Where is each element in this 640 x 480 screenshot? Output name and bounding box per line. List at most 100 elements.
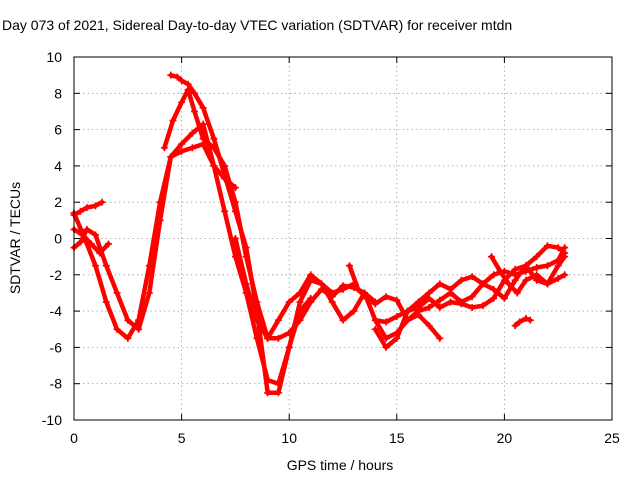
data-point [457, 276, 465, 284]
data-point [79, 231, 87, 239]
y-tick-label: -4 [50, 303, 63, 319]
data-point [345, 262, 353, 270]
data-point [264, 389, 272, 397]
data-point [76, 238, 84, 246]
data-point [436, 334, 444, 342]
data-point [231, 198, 239, 206]
data-point [522, 314, 530, 322]
data-point [145, 289, 153, 297]
data-point [104, 240, 112, 248]
data-point [191, 89, 199, 97]
y-tick-label: 0 [54, 231, 62, 247]
data-point [113, 289, 121, 297]
data-point [382, 343, 390, 351]
data-point [231, 235, 239, 242]
data-point [178, 140, 186, 148]
data-point [92, 202, 100, 210]
y-tick-label: 10 [46, 49, 62, 65]
data-point [554, 262, 562, 270]
data-point [242, 253, 250, 261]
data-point [317, 285, 325, 293]
data-point [490, 285, 498, 293]
data-point [173, 73, 181, 81]
data-point [371, 325, 379, 333]
y-tick-label: -2 [50, 267, 63, 283]
x-tick-label: 5 [178, 430, 186, 446]
data-point [339, 282, 347, 290]
y-tick-label: 8 [54, 85, 62, 101]
data-series [70, 71, 569, 397]
data-point [515, 318, 523, 326]
series-line-pass-3 [71, 121, 313, 386]
y-tick-label: 6 [54, 122, 62, 138]
data-point [169, 117, 177, 125]
data-point [513, 289, 521, 297]
data-point [113, 325, 121, 333]
x-axis-title: GPS time / hours [287, 457, 394, 473]
series-line-pass-6 [233, 236, 443, 341]
data-point [404, 307, 412, 315]
data-point [393, 296, 401, 304]
data-point [296, 298, 304, 306]
data-point [188, 129, 196, 137]
data-point [242, 280, 250, 288]
data-point [210, 162, 218, 170]
data-point [350, 307, 358, 315]
data-point [468, 273, 476, 281]
data-point [496, 267, 504, 275]
data-point [479, 302, 487, 310]
data-point [253, 316, 261, 324]
x-tick-label: 10 [281, 430, 297, 446]
data-point [124, 316, 132, 324]
x-tick-label: 25 [604, 430, 620, 446]
data-point [339, 316, 347, 324]
data-point [468, 303, 476, 311]
data-point [414, 303, 422, 311]
data-point [468, 293, 476, 301]
data-point [96, 249, 104, 257]
data-point [533, 264, 541, 272]
data-point [354, 285, 362, 293]
data-point [285, 298, 293, 306]
data-point [533, 271, 541, 279]
data-point [285, 343, 293, 351]
data-point [178, 77, 186, 85]
axis-ticks [73, 56, 613, 421]
data-point [296, 289, 304, 297]
data-point [124, 334, 132, 342]
data-point [274, 334, 282, 342]
data-point [436, 280, 444, 288]
series-line-pass-5 [162, 87, 378, 341]
grid [74, 57, 612, 420]
y-tick-label: -10 [42, 412, 62, 428]
y-axis-title: SDTVAR / TECUs [7, 182, 23, 294]
x-tick-label: 20 [497, 430, 513, 446]
data-point [274, 316, 282, 324]
data-point [83, 225, 91, 233]
data-point [184, 86, 192, 94]
data-point [425, 303, 433, 311]
data-point [307, 271, 315, 279]
data-point [135, 325, 143, 333]
data-point [543, 280, 551, 288]
x-tick-label: 15 [389, 430, 405, 446]
data-point [382, 334, 390, 342]
tick-labels: 0 5 10 15 20 25 -10 -8 -6 -4 -2 0 2 4 6 8 10 [42, 49, 620, 446]
data-point [363, 294, 371, 302]
data-point [561, 253, 569, 261]
data-point [210, 135, 218, 143]
data-point [87, 240, 95, 248]
data-point [526, 316, 534, 324]
data-point [393, 334, 401, 342]
data-point [92, 231, 100, 239]
data-point [543, 242, 551, 250]
data-point [92, 262, 100, 270]
chart-title: Day 073 of 2021, Sidereal Day-to-day VTE… [2, 17, 512, 33]
data-point [160, 144, 168, 152]
data-point [554, 244, 562, 252]
data-point [487, 253, 495, 261]
data-point [253, 298, 261, 306]
data-point [554, 274, 562, 282]
y-tick-label: 2 [54, 194, 62, 210]
